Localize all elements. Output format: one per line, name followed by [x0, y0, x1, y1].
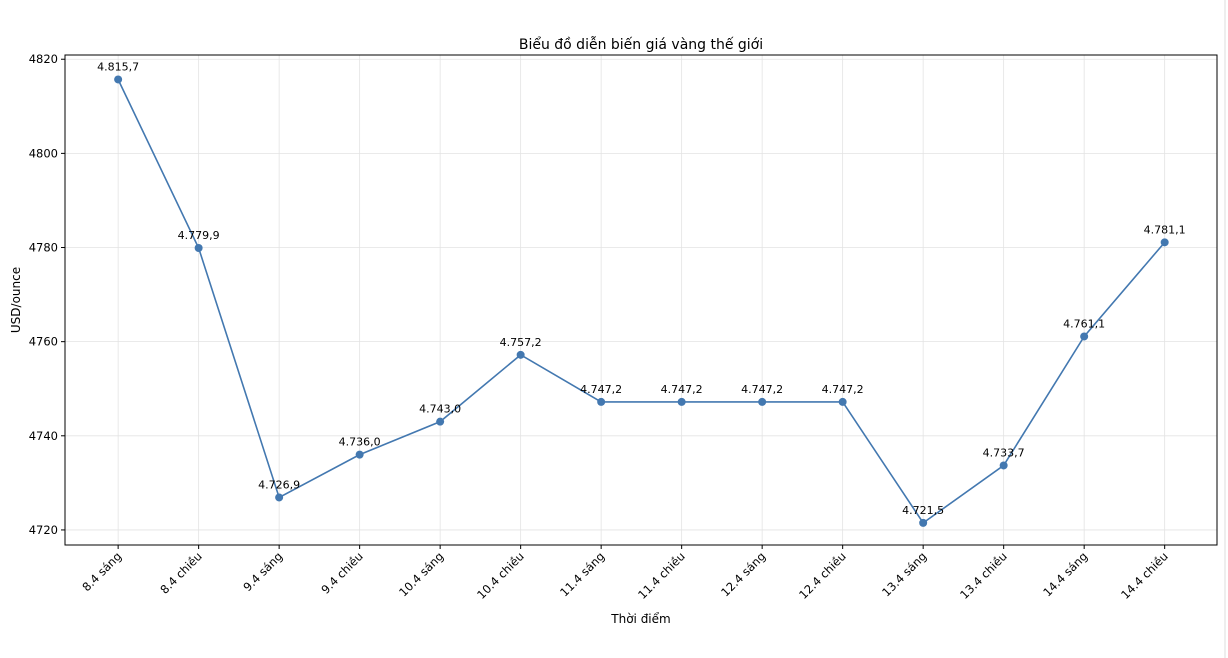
y-axis-label: USD/ounce — [9, 267, 23, 333]
data-label: 4.721,5 — [902, 504, 944, 517]
y-tick-label: 4800 — [29, 146, 58, 160]
series: 4.815,7 4.779,9 4.726,9 4.736,0 4.743,0 4.757… — [97, 60, 1186, 527]
y-tick-label: 4760 — [29, 335, 58, 349]
data-point — [999, 461, 1008, 470]
data-label: 4.747,2 — [741, 383, 783, 396]
data-label: 4.761,1 — [1063, 317, 1105, 330]
y-tick-label: 4820 — [29, 52, 58, 66]
data-point — [516, 350, 525, 359]
data-point — [355, 450, 364, 459]
plot-frame — [64, 54, 1218, 546]
data-point — [194, 243, 203, 252]
data-label: 4.726,9 — [258, 478, 300, 491]
y-tick-label: 4720 — [29, 523, 58, 537]
data-label: 4.781,1 — [1144, 223, 1186, 236]
x-axis-label: Thời điểm — [610, 612, 670, 626]
data-label: 4.757,2 — [500, 336, 542, 349]
data-label: 4.736,0 — [339, 436, 381, 449]
data-point — [114, 75, 123, 84]
y-tick-label: 4780 — [29, 241, 58, 255]
data-label: 4.747,2 — [822, 383, 864, 396]
data-label: 4.747,2 — [661, 383, 703, 396]
chart-title: Biểu đồ diễn biến giá vàng thế giới — [519, 36, 763, 53]
data-label: 4.747,2 — [580, 383, 622, 396]
data-point — [597, 397, 606, 406]
data-label: 4.779,9 — [178, 229, 220, 242]
y-tick-label: 4740 — [29, 429, 58, 443]
price-line — [117, 79, 1166, 525]
data-point — [758, 397, 767, 406]
data-point — [677, 397, 686, 406]
data-point — [275, 493, 284, 502]
data-point — [838, 397, 847, 406]
data-point — [919, 518, 928, 527]
data-label: 4.743,0 — [419, 403, 461, 416]
data-point — [436, 417, 445, 426]
data-label: 4.815,7 — [97, 60, 139, 73]
data-point — [1160, 238, 1169, 247]
data-label: 4.733,7 — [983, 446, 1025, 459]
data-point — [1080, 332, 1089, 341]
